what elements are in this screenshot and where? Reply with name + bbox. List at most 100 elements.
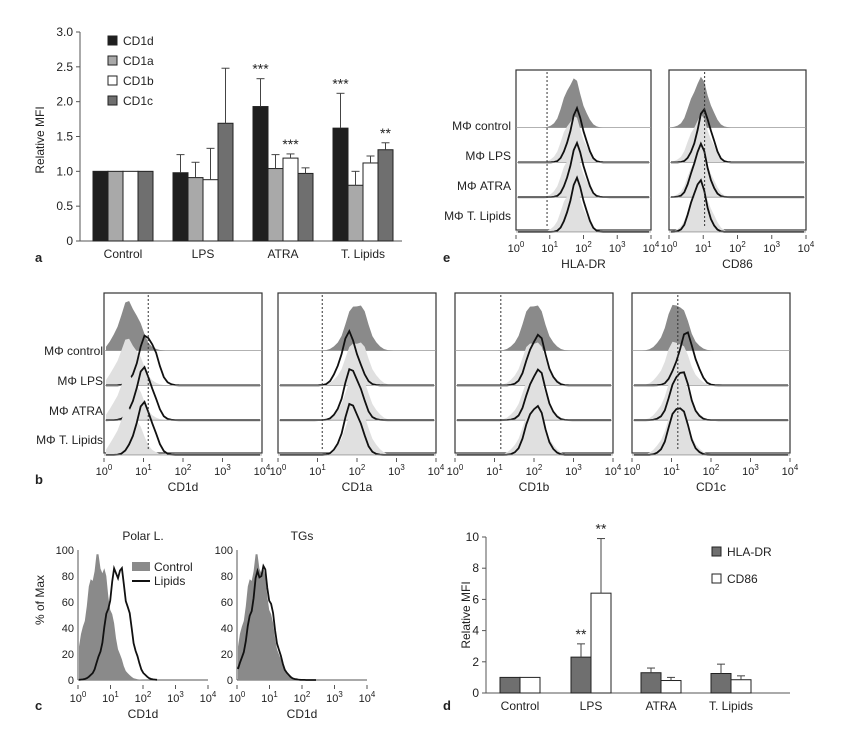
panel-letter-a: a	[35, 250, 43, 265]
legend-swatch	[711, 573, 722, 584]
y-tick-label: 0	[472, 686, 479, 700]
log-axis-exponent: 1	[273, 690, 278, 699]
log-axis-label: 101	[486, 463, 503, 478]
panel-a-bars: ***********	[92, 61, 394, 242]
log-axis-exponent: 1	[321, 463, 326, 472]
control-histogram	[457, 305, 611, 351]
log-axis-label: 104	[605, 463, 622, 478]
panel-d-categories: Control LPS ATRA T. Lipids	[501, 699, 753, 713]
log-axis-label: 102	[135, 690, 152, 705]
y-tick-label: 1.0	[56, 164, 73, 178]
bar	[499, 676, 521, 694]
log-axis-label: 100	[70, 690, 87, 705]
significance-label: **	[596, 521, 607, 537]
log-axis-label: 103	[388, 463, 405, 478]
log-axis-label: 102	[703, 463, 720, 478]
panel-c-ytick-label: 80	[221, 571, 233, 583]
y-tick-label: 4	[472, 624, 479, 638]
panel-c-ytick-label: 20	[62, 649, 74, 661]
category-label: LPS	[580, 699, 603, 713]
bar	[570, 656, 592, 694]
y-tick-label: 8	[472, 561, 479, 575]
log-axis-label: 100	[270, 463, 287, 478]
log-axis-label: 100	[96, 463, 113, 478]
control-overlay	[280, 342, 434, 386]
panel-letter-e: e	[443, 250, 450, 265]
log-axis-exponent: 2	[306, 690, 310, 699]
log-axis-label: 102	[729, 240, 746, 255]
legend-swatch	[107, 35, 118, 46]
log-axis-exponent: 4	[266, 463, 271, 472]
bar	[92, 170, 109, 242]
legend-swatch	[107, 75, 118, 86]
log-axis-exponent: 0	[82, 690, 87, 699]
log-axis-label: 103	[214, 463, 231, 478]
panel-c-title: Polar L.	[122, 529, 163, 543]
log-axis-label: 100	[447, 463, 464, 478]
control-overlay	[106, 338, 260, 386]
log-axis-label: 104	[782, 463, 799, 478]
log-axis-label: 103	[565, 463, 582, 478]
bar	[267, 168, 284, 242]
panel-c-ytick-label: 40	[62, 623, 74, 635]
histogram-xlabel: CD1a	[342, 480, 373, 494]
log-axis-label: 104	[428, 463, 445, 478]
panel-c-ytick-label: 100	[215, 545, 233, 557]
log-axis-label: 101	[261, 690, 278, 705]
legend-label: CD1c	[123, 94, 153, 108]
log-axis-exponent: 2	[741, 240, 745, 249]
y-tick-label: 2.0	[56, 95, 73, 109]
legend-swatch	[107, 95, 118, 106]
log-axis-label: 101	[135, 463, 152, 478]
bar	[519, 676, 541, 694]
panel-d-legend: HLA-DR CD86	[711, 545, 772, 586]
panel-c-ytick-label: 40	[221, 623, 233, 635]
bar	[137, 170, 154, 242]
panel-e-row-labels: MΦ control MΦ LPS MΦ ATRA MΦ T. Lipids	[444, 119, 511, 223]
log-axis-exponent: 4	[794, 463, 799, 472]
log-axis-exponent: 1	[114, 690, 119, 699]
bar	[590, 592, 612, 694]
control-overlay	[280, 377, 434, 421]
legend-swatch-control	[132, 562, 150, 571]
histogram-row-label: MΦ ATRA	[457, 179, 511, 193]
bar	[282, 157, 299, 242]
log-axis-exponent: 1	[498, 463, 503, 472]
histogram-row-label: MΦ LPS	[465, 149, 511, 163]
y-tick-label: 6	[472, 592, 479, 606]
y-tick-label: 2	[472, 655, 479, 669]
panel-d-bars: ** **	[499, 521, 752, 694]
bar	[710, 673, 732, 694]
bar	[122, 170, 139, 242]
log-axis-label: 100	[661, 240, 678, 255]
log-axis-exponent: 4	[655, 240, 660, 249]
log-axis-label: 101	[663, 463, 680, 478]
panel-a-legend: CD1d CD1a CD1b CD1c	[107, 34, 154, 108]
panel-c-ytick-label: 0	[227, 675, 233, 687]
control-histogram	[518, 78, 649, 128]
control-overlay	[106, 373, 260, 421]
category-label: ATRA	[645, 699, 676, 713]
control-histogram	[79, 554, 157, 680]
lipids-histogram	[78, 564, 158, 681]
control-overlay	[518, 116, 649, 163]
log-axis-label: 101	[695, 240, 712, 255]
y-tick-label: 1.5	[56, 130, 73, 144]
log-axis-exponent: 3	[400, 463, 405, 472]
log-axis-exponent: 4	[810, 240, 815, 249]
category-label: LPS	[192, 247, 215, 261]
category-label: ATRA	[267, 247, 298, 261]
legend-swatch	[711, 546, 722, 557]
panel-letter-c: c	[35, 698, 42, 713]
log-axis-label: 102	[575, 240, 592, 255]
log-axis-exponent: 3	[754, 463, 759, 472]
log-axis-exponent: 2	[715, 463, 719, 472]
panel-c-ytick-label: 60	[221, 597, 233, 609]
bar	[217, 122, 234, 242]
panel-letter-b: b	[35, 472, 43, 487]
control-histogram	[238, 554, 316, 680]
